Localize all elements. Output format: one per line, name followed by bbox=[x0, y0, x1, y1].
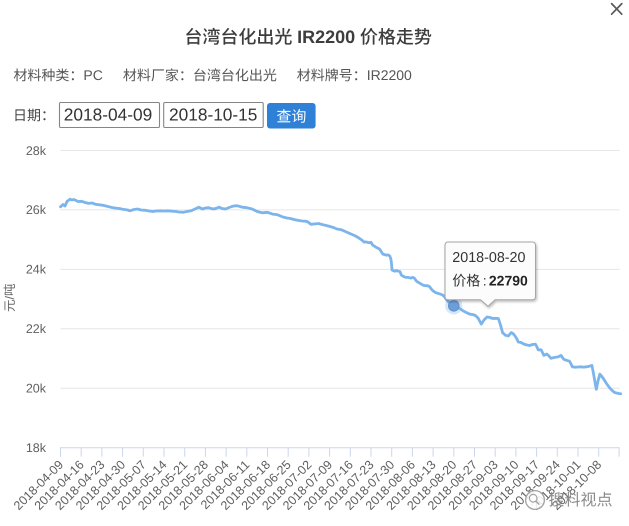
svg-text:IR2200: IR2200 bbox=[367, 67, 412, 83]
svg-text:2018-10-15: 2018-10-15 bbox=[169, 105, 257, 125]
svg-text:22k: 22k bbox=[26, 322, 47, 336]
svg-text:26k: 26k bbox=[26, 203, 47, 217]
svg-text::: : bbox=[483, 273, 487, 289]
svg-text:/: / bbox=[3, 296, 17, 300]
svg-text:2018-04-09: 2018-04-09 bbox=[64, 105, 152, 125]
svg-text:PC: PC bbox=[83, 67, 102, 83]
svg-text:IR2200: IR2200 bbox=[297, 27, 355, 47]
svg-text:2018-08-20: 2018-08-20 bbox=[452, 250, 525, 266]
svg-text:18k: 18k bbox=[26, 441, 47, 455]
svg-text:20k: 20k bbox=[26, 382, 47, 396]
svg-text:28k: 28k bbox=[26, 144, 47, 158]
svg-text:24k: 24k bbox=[26, 263, 47, 277]
svg-text:22790: 22790 bbox=[489, 273, 528, 289]
